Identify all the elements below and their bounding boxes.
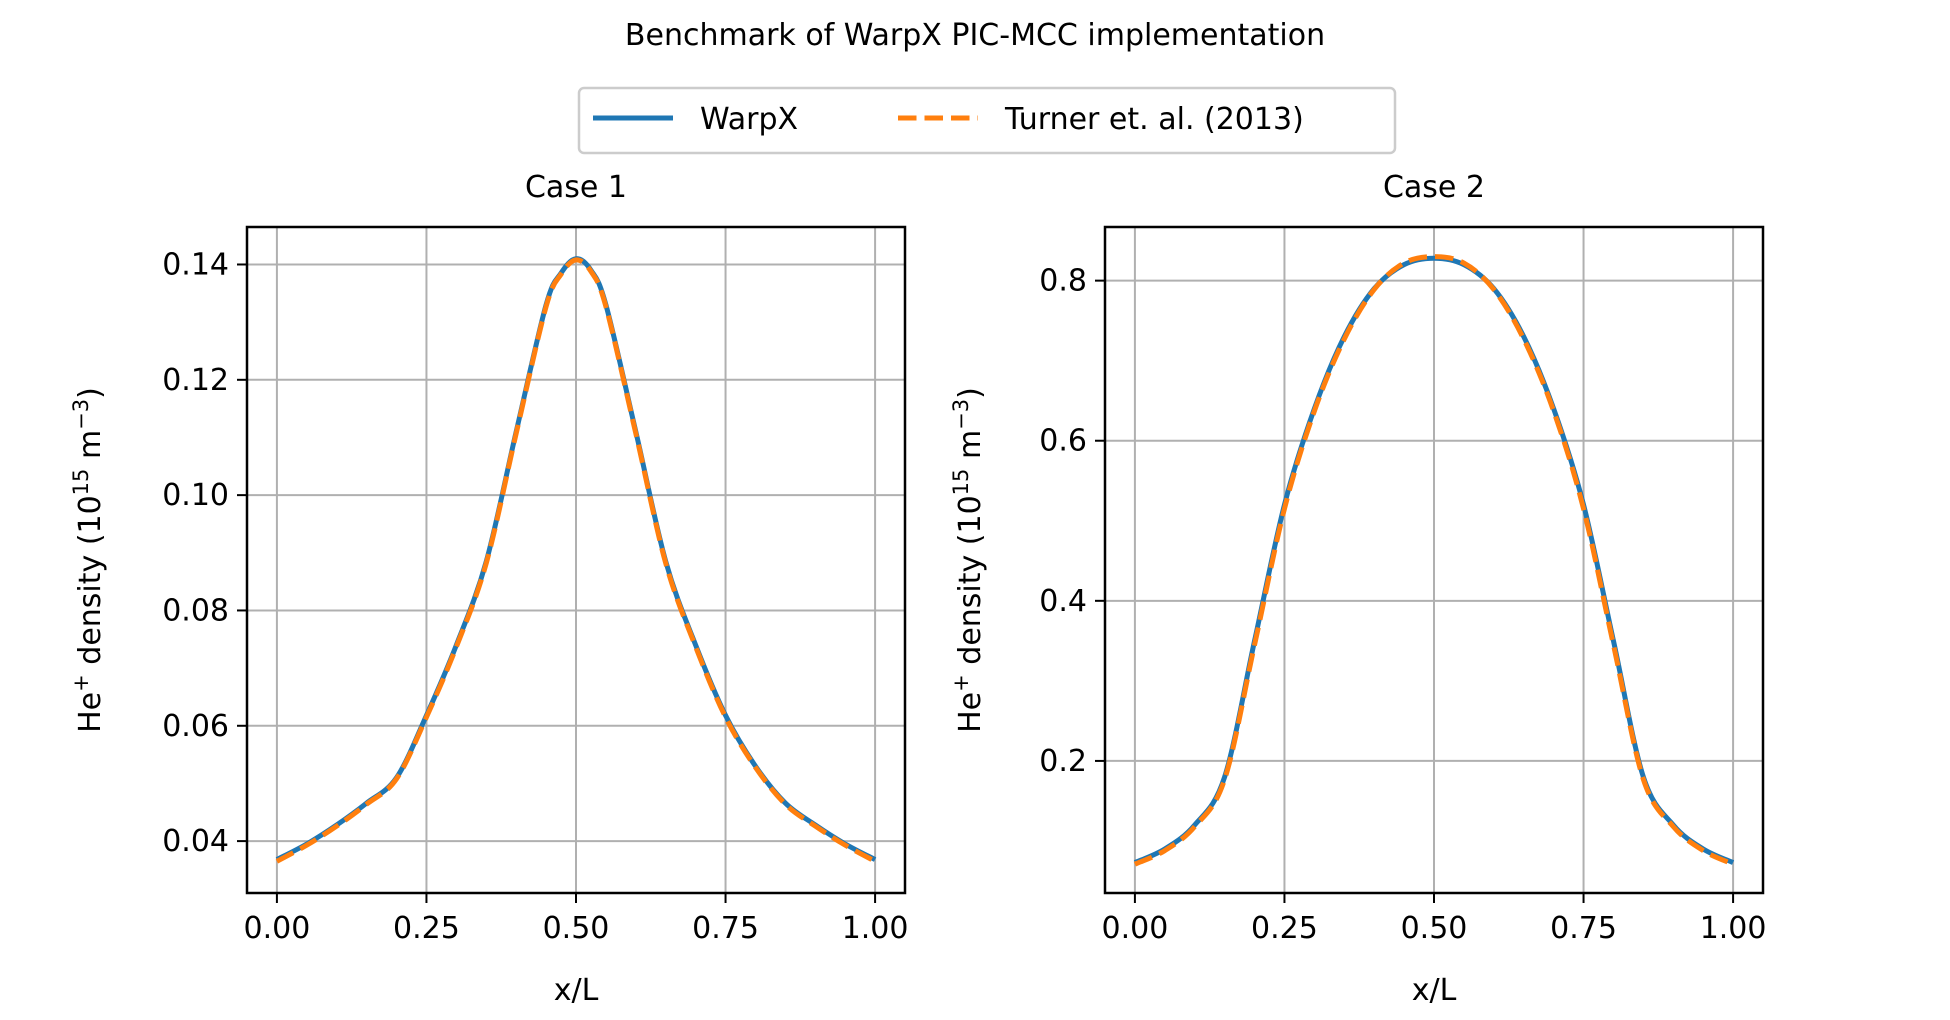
x-tick-label: 1.00 [1700,911,1767,946]
series-turner-line [1133,254,1735,867]
x-tick-label: 0.50 [1401,911,1468,946]
y-tick-label: 0.12 [162,363,229,398]
x-tick-label: 0.25 [393,911,460,946]
x-tick-label: 0.00 [1102,911,1169,946]
series-turner-line [275,257,877,864]
y-tick-label: 0.14 [162,247,229,282]
y-tick-label: 0.4 [1039,584,1087,619]
y-tick-label: 0.8 [1039,264,1087,299]
tick-layer: 0.00 0.25 0.50 0.75 1.00 0.04 0.06 0.08 0.10 0.12… [162,247,908,946]
x-tick-label: 0.75 [692,911,759,946]
series-layer [1133,254,1735,867]
y-tick-label: 0.10 [162,478,229,513]
x-axis-label: x/L [1412,973,1457,1008]
legend: WarpX Turner et. al. (2013) [577,86,1397,155]
figure-title: Benchmark of WarpX PIC-MCC implementatio… [625,18,1325,53]
grid-layer [247,227,905,893]
chart-case-1: Case 1 0.00 0.25 0.50 0.75 1.000.040.060.080… [69,170,908,1008]
series-layer [275,256,877,864]
y-tick-label: 0.06 [162,709,229,744]
chart-title: Case 2 [1383,170,1485,205]
y-axis-label: He+ density (1015 m−3) [949,387,988,733]
x-tick-label: 0.75 [1550,911,1617,946]
x-tick-label: 0.25 [1251,911,1318,946]
x-tick-label: 0.00 [244,911,311,946]
legend-frame [577,86,1397,155]
tick-layer: 0.00 0.25 0.50 0.75 1.00 0.2 0.4 0.6 0.8 [1039,264,1766,946]
y-axis-label: He+ density (1015 m−3) [69,387,108,733]
x-tick-label: 1.00 [842,911,909,946]
x-axis-label: x/L [554,973,599,1008]
chart-case-2: Case 2 0.00 0.25 0.50 0.75 1.000.20.40.60.8 … [949,170,1766,1008]
y-tick-label: 0.2 [1039,744,1087,779]
x-tick-label: 0.50 [543,911,610,946]
grid-layer [1105,227,1763,893]
legend-label-warpx: WarpX [700,102,798,137]
chart-title: Case 1 [525,170,627,205]
y-tick-label: 0.04 [162,824,229,859]
y-tick-label: 0.08 [162,593,229,628]
y-tick-label: 0.6 [1039,424,1087,459]
legend-label-turner: Turner et. al. (2013) [1004,102,1304,137]
